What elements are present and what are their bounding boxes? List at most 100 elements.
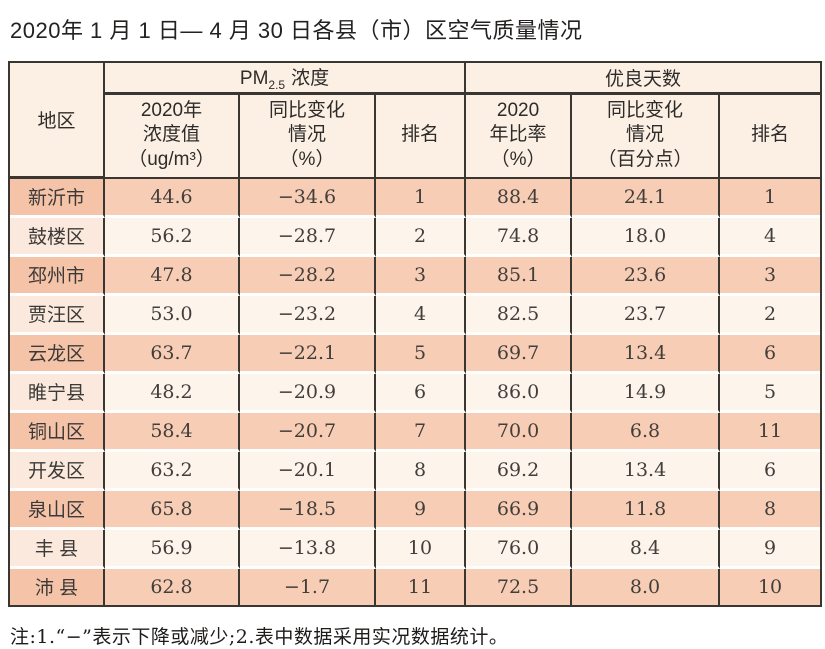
region-cell: 睢宁县	[10, 373, 105, 413]
good-rank-cell: 2	[720, 295, 821, 335]
pm-value-cell: 56.2	[105, 217, 240, 257]
pm-change-cell: −23.2	[240, 295, 376, 335]
group-header-good-days: 优良天数	[466, 63, 821, 95]
good-change-cell: 8.4	[572, 529, 721, 569]
good-change-cell: 8.0	[572, 568, 721, 605]
region-cell: 沛 县	[10, 568, 105, 605]
region-cell: 开发区	[10, 451, 105, 491]
good-ratio-cell: 82.5	[466, 295, 573, 335]
table-row: 沛 县 62.8 −1.7 11 72.5 8.0 10	[10, 568, 821, 605]
good-rank-cell: 8	[720, 490, 821, 530]
good-change-cell: 13.4	[572, 451, 721, 491]
good-rank-cell: 6	[720, 334, 821, 374]
good-rank-cell: 3	[720, 256, 821, 296]
good-rank-cell: 6	[720, 451, 821, 491]
good-change-cell: 13.4	[572, 334, 721, 374]
pm-rank-cell: 9	[376, 490, 467, 530]
group-header-pm25: PM2.5 浓度	[105, 63, 467, 95]
pm-value-cell: 58.4	[105, 412, 240, 452]
good-ratio-cell: 69.7	[466, 334, 573, 374]
good-rank-cell: 10	[720, 568, 821, 605]
region-cell: 泉山区	[10, 490, 105, 530]
good-rank-cell: 11	[720, 412, 821, 452]
pm-rank-cell: 11	[376, 568, 467, 605]
pm-change-cell: −18.5	[240, 490, 376, 530]
good-change-cell: 18.0	[572, 217, 721, 257]
group-header-row: 地区 PM2.5 浓度 优良天数	[10, 63, 821, 179]
pm-value-cell: 53.0	[105, 295, 240, 335]
table-row: 丰 县 56.9 −13.8 10 76.0 8.4 9	[10, 529, 821, 569]
table-row: 睢宁县 48.2 −20.9 6 86.0 14.9 5	[10, 373, 821, 413]
column-header-good-change: 同比变化 情况 （百分点）	[572, 94, 721, 179]
pm25-label-suffix: 浓度	[291, 68, 330, 89]
pm-change-cell: −13.8	[240, 529, 376, 569]
pm-rank-cell: 2	[376, 217, 467, 257]
pm-rank-cell: 10	[376, 529, 467, 569]
pm25-label-prefix: PM	[239, 68, 269, 89]
column-header-good-ratio: 2020 年比率 （%）	[466, 94, 573, 179]
pm-change-cell: −20.9	[240, 373, 376, 413]
table-row: 邳州市 47.8 −28.2 3 85.1 23.6 3	[10, 256, 821, 296]
good-rank-cell: 5	[720, 373, 821, 413]
pm-rank-cell: 6	[376, 373, 467, 413]
table-row: 新沂市 44.6 −34.6 1 88.4 24.1 1	[10, 178, 821, 218]
pm25-label-subscript: 2.5	[268, 77, 286, 92]
table-row: 泉山区 65.8 −18.5 9 66.9 11.8 8	[10, 490, 821, 530]
pm-change-cell: −28.2	[240, 256, 376, 296]
good-rank-cell: 4	[720, 217, 821, 257]
column-header-pm-value: 2020年 浓度值 （ug/m³）	[105, 94, 240, 179]
good-change-cell: 11.8	[572, 490, 721, 530]
table-row: 铜山区 58.4 −20.7 7 70.0 6.8 11	[10, 412, 821, 452]
good-ratio-cell: 88.4	[466, 178, 573, 218]
good-ratio-cell: 66.9	[466, 490, 573, 530]
region-cell: 铜山区	[10, 412, 105, 452]
table-row: 鼓楼区 56.2 −28.7 2 74.8 18.0 4	[10, 217, 821, 257]
table-header: 地区 PM2.5 浓度 优良天数 2020年 浓度值 （ug/m³） 同比变化 情…	[10, 63, 821, 179]
table-body: 新沂市 44.6 −34.6 1 88.4 24.1 1 鼓楼区 56.2 −28.7 2 74.8 1…	[10, 178, 821, 605]
column-header-good-rank: 排名	[720, 94, 821, 179]
pm-rank-cell: 7	[376, 412, 467, 452]
region-cell: 贾汪区	[10, 295, 105, 335]
column-header-pm-rank: 排名	[376, 94, 467, 179]
good-rank-cell: 1	[720, 178, 821, 218]
good-ratio-cell: 85.1	[466, 256, 573, 296]
pm-rank-cell: 5	[376, 334, 467, 374]
pm-rank-cell: 8	[376, 451, 467, 491]
good-change-cell: 6.8	[572, 412, 721, 452]
pm-value-cell: 44.6	[105, 178, 240, 218]
region-cell: 云龙区	[10, 334, 105, 374]
good-rank-cell: 9	[720, 529, 821, 569]
good-change-cell: 14.9	[572, 373, 721, 413]
good-ratio-cell: 86.0	[466, 373, 573, 413]
pm-change-cell: −20.1	[240, 451, 376, 491]
pm-change-cell: −22.1	[240, 334, 376, 374]
pm-change-cell: −20.7	[240, 412, 376, 452]
table-row: 云龙区 63.7 −22.1 5 69.7 13.4 6	[10, 334, 821, 374]
column-header-region: 地区	[10, 63, 105, 179]
pm-value-cell: 65.8	[105, 490, 240, 530]
pm-change-cell: −1.7	[240, 568, 376, 605]
good-change-cell: 23.6	[572, 256, 721, 296]
good-ratio-cell: 70.0	[466, 412, 573, 452]
good-ratio-cell: 76.0	[466, 529, 573, 569]
pm-value-cell: 56.9	[105, 529, 240, 569]
page: 2020年 1 月 1 日— 4 月 30 日各县（市）区空气质量情况 地区 P…	[0, 13, 825, 648]
sub-header-row: 2020年 浓度值 （ug/m³） 同比变化 情况 （%） 排名 2020 年比…	[10, 94, 821, 179]
column-header-pm-change: 同比变化 情况 （%）	[240, 94, 376, 179]
good-ratio-cell: 72.5	[466, 568, 573, 605]
pm-value-cell: 63.7	[105, 334, 240, 374]
pm-change-cell: −28.7	[240, 217, 376, 257]
table-row: 开发区 63.2 −20.1 8 69.2 13.4 6	[10, 451, 821, 491]
region-cell: 鼓楼区	[10, 217, 105, 257]
footnote: 注:1.“−”表示下降或减少;2.表中数据采用实况数据统计。	[10, 625, 509, 648]
pm-change-cell: −34.6	[240, 178, 376, 218]
pm-value-cell: 63.2	[105, 451, 240, 491]
pm-value-cell: 47.8	[105, 256, 240, 296]
page-title: 2020年 1 月 1 日— 4 月 30 日各县（市）区空气质量情况	[10, 18, 583, 43]
good-ratio-cell: 69.2	[466, 451, 573, 491]
region-cell: 丰 县	[10, 529, 105, 569]
pm-rank-cell: 1	[376, 178, 467, 218]
good-ratio-cell: 74.8	[466, 217, 573, 257]
pm-rank-cell: 3	[376, 256, 467, 296]
pm-rank-cell: 4	[376, 295, 467, 335]
